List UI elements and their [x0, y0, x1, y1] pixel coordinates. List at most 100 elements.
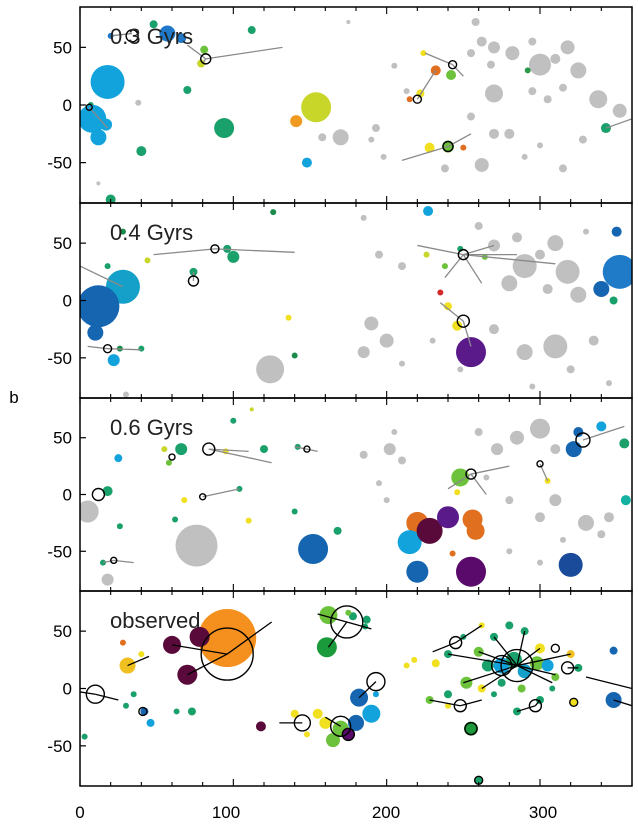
- data-point: [345, 609, 352, 616]
- open-circle: [560, 661, 575, 675]
- data-point: [159, 25, 176, 42]
- gray-point: [542, 284, 553, 295]
- connector-line: [186, 44, 207, 60]
- data-point: [187, 707, 196, 716]
- data-point: [474, 776, 483, 785]
- y-tick-label: 0: [63, 486, 72, 505]
- data-point: [319, 606, 338, 625]
- plot-area: [80, 17, 632, 203]
- open-circle: [457, 248, 470, 261]
- open-circle: [85, 684, 106, 704]
- y-tick-label: -50: [47, 154, 72, 173]
- gray-point: [474, 428, 483, 437]
- data-point: [454, 489, 461, 496]
- connector-line: [102, 559, 114, 564]
- open-circle: [329, 715, 352, 738]
- open-circle: [187, 275, 200, 287]
- open-circle: [412, 94, 423, 104]
- open-circle: [330, 605, 364, 639]
- plot-area: [80, 605, 632, 785]
- gray-point: [504, 128, 515, 139]
- data-point: [245, 517, 252, 524]
- data-point: [80, 285, 120, 328]
- data-point: [291, 352, 298, 359]
- gray-point: [383, 443, 396, 456]
- gray-point: [510, 430, 524, 445]
- gray-point: [476, 36, 487, 47]
- data-point: [342, 728, 355, 741]
- gray-point: [474, 221, 483, 230]
- y-tick-label: 0: [63, 292, 72, 311]
- data-point: [596, 421, 607, 432]
- open-circle: [303, 445, 311, 453]
- data-point: [285, 314, 292, 321]
- open-circle: [464, 721, 478, 736]
- gray-point: [488, 41, 500, 54]
- connector-line: [416, 70, 437, 100]
- data-point: [551, 673, 560, 682]
- open-circle: [447, 59, 458, 70]
- open-circle: [442, 140, 454, 153]
- data-point: [255, 721, 266, 732]
- open-circle: [210, 244, 220, 254]
- gray-point: [529, 383, 536, 390]
- data-point: [123, 702, 129, 709]
- gray-point: [80, 500, 99, 523]
- connector-line: [95, 693, 119, 701]
- gray-point: [491, 443, 504, 456]
- open-circle: [125, 29, 139, 43]
- data-point: [183, 86, 192, 95]
- connector-line: [439, 302, 464, 322]
- gray-point: [135, 99, 142, 106]
- gray-point: [256, 355, 285, 384]
- open-circle: [200, 53, 212, 65]
- data-point: [505, 621, 514, 630]
- data-point: [333, 526, 342, 535]
- data-point: [424, 142, 435, 153]
- gray-point: [440, 164, 449, 173]
- open-circle: [500, 648, 534, 683]
- x-tick-label: 200: [372, 803, 400, 822]
- data-point: [80, 104, 107, 133]
- panel: 50 0 -50 0.6 Gyrs: [47, 397, 633, 592]
- gray-point: [398, 262, 406, 271]
- data-point: [569, 698, 578, 707]
- y-tick-label: 0: [63, 680, 72, 699]
- gray-point: [559, 164, 567, 173]
- open-circle: [465, 468, 477, 480]
- gray-point: [383, 497, 390, 504]
- data-point: [173, 708, 180, 715]
- gray-point: [485, 84, 503, 103]
- open-circle: [341, 727, 356, 742]
- gray-point: [588, 335, 599, 346]
- data-point: [260, 445, 268, 454]
- data-point: [105, 194, 116, 203]
- open-circle: [168, 453, 176, 461]
- data-point: [460, 144, 467, 151]
- connector-line: [317, 613, 347, 623]
- data-point: [175, 443, 188, 456]
- data-point: [437, 289, 444, 296]
- gray-point: [101, 573, 114, 586]
- data-point: [444, 302, 452, 311]
- connector-line: [346, 621, 372, 630]
- connector-line: [463, 253, 556, 265]
- data-point: [449, 550, 456, 557]
- data-point: [270, 209, 277, 216]
- data-point: [200, 45, 209, 54]
- data-point: [198, 609, 257, 668]
- gray-point: [483, 474, 490, 481]
- data-point: [497, 678, 506, 687]
- gray-point: [467, 49, 475, 58]
- connector-line: [401, 145, 449, 161]
- connector-line: [424, 52, 453, 66]
- data-point: [403, 662, 410, 669]
- connector-line: [358, 681, 377, 699]
- gray-point: [364, 316, 379, 331]
- data-point: [290, 709, 299, 718]
- data-point: [460, 676, 473, 689]
- data-point: [362, 704, 381, 723]
- data-point: [423, 206, 434, 217]
- data-point: [214, 118, 235, 139]
